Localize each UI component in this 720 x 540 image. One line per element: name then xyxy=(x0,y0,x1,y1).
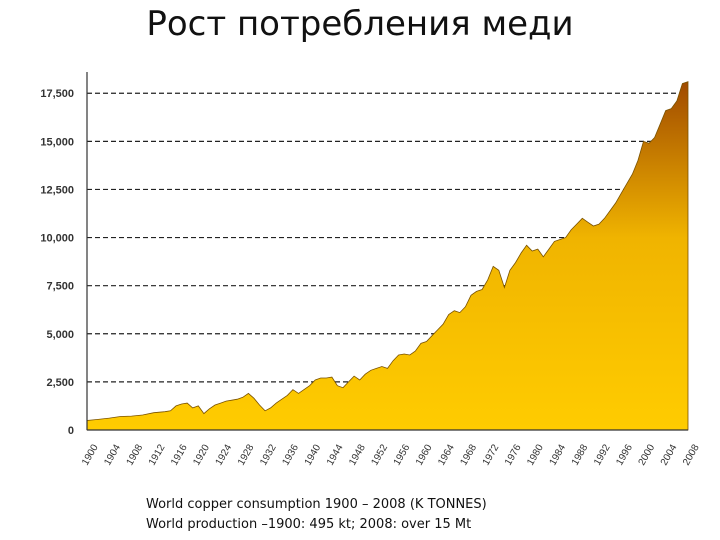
consumption-area xyxy=(86,81,689,431)
y-tick-label: 7,500 xyxy=(46,281,74,293)
x-tick-label: 1996 xyxy=(614,442,635,467)
x-tick-label: 1920 xyxy=(191,442,212,467)
grid-lines xyxy=(87,92,688,383)
x-tick-label: 1960 xyxy=(414,442,435,467)
x-tick-label: 1964 xyxy=(436,442,457,467)
x-tick-label: 1976 xyxy=(503,442,524,467)
x-tick-label: 2008 xyxy=(681,442,702,467)
area-series xyxy=(86,81,689,431)
caption-consumption: World copper consumption 1900 – 2008 (K … xyxy=(146,497,487,512)
y-tick-label: 12,500 xyxy=(40,184,74,196)
x-tick-label: 1944 xyxy=(325,442,346,467)
x-tick-label: 1900 xyxy=(80,442,101,467)
slide-title: Рост потребления меди xyxy=(146,4,574,44)
x-tick-label: 1988 xyxy=(570,442,591,467)
x-tick-label: 1984 xyxy=(548,442,569,467)
x-tick-label: 2000 xyxy=(637,442,658,467)
x-tick-label: 1904 xyxy=(102,442,123,467)
x-tick-label: 2004 xyxy=(659,442,680,467)
y-tick-label: 2,500 xyxy=(46,377,74,389)
y-tick-label: 17,500 xyxy=(40,88,74,100)
x-tick-label: 1980 xyxy=(525,442,546,467)
x-tick-label: 1948 xyxy=(347,442,368,467)
x-tick-label: 1908 xyxy=(125,442,146,467)
x-tick-label: 1912 xyxy=(147,442,168,467)
x-tick-label: 1992 xyxy=(592,442,613,467)
caption-production: World production –1900: 495 kt; 2008: ov… xyxy=(146,517,472,532)
copper-consumption-chart: 0 2,500 5,000 7,500 10,000 12,500 15,000 17,500… xyxy=(40,72,702,468)
x-tick-label: 1940 xyxy=(303,442,324,467)
y-tick-labels: 0 2,500 5,000 7,500 10,000 12,500 15,000 17,500 xyxy=(40,88,74,437)
x-tick-label: 1952 xyxy=(369,442,390,467)
x-tick-label: 1936 xyxy=(280,442,301,467)
y-tick-label: 5,000 xyxy=(46,329,74,341)
x-tick-labels: 1900 1904 1908 1912 1916 1920 1924 1928 1932 1936… xyxy=(80,442,702,467)
x-tick-label: 1932 xyxy=(258,442,279,467)
x-tick-label: 1968 xyxy=(458,442,479,467)
x-tick-label: 1924 xyxy=(214,442,235,467)
axes xyxy=(86,72,688,431)
x-tick-label: 1928 xyxy=(236,442,257,467)
x-tick-label: 1956 xyxy=(392,442,413,467)
y-tick-label: 0 xyxy=(68,425,74,437)
x-tick-label: 1916 xyxy=(169,442,190,467)
y-tick-label: 10,000 xyxy=(40,233,74,245)
x-tick-label: 1972 xyxy=(481,442,502,467)
y-tick-label: 15,000 xyxy=(40,136,74,148)
